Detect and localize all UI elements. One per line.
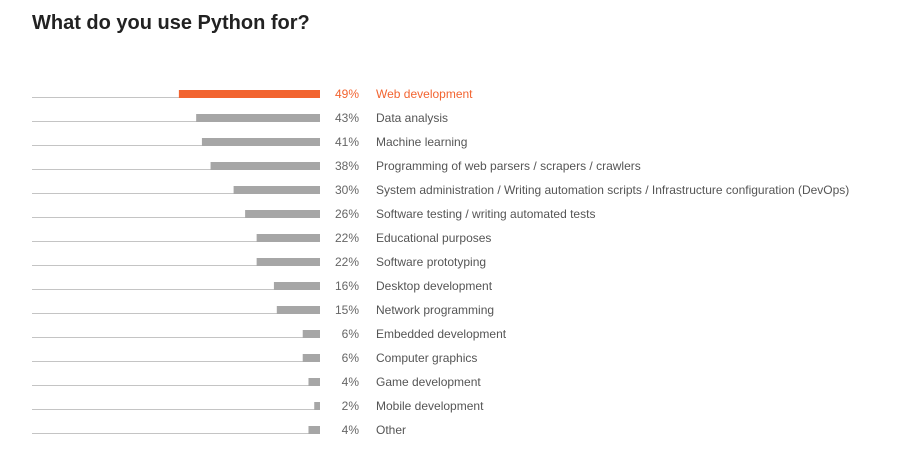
- value-label: 4%: [342, 375, 360, 389]
- bar: [273, 282, 320, 290]
- category-label: Educational purposes: [376, 231, 491, 245]
- category-label: Desktop development: [376, 279, 493, 293]
- category-label: Computer graphics: [376, 351, 477, 365]
- bar-row: 38% Programming of web parsers / scrapers…: [32, 159, 641, 173]
- category-label: Machine learning: [376, 135, 467, 149]
- value-label: 15%: [335, 303, 359, 317]
- bar-row: 22% Educational purposes: [32, 231, 491, 245]
- category-label: Game development: [376, 375, 481, 389]
- bar: [308, 378, 320, 386]
- bar-row: 4% Game development: [32, 375, 481, 389]
- bar: [233, 186, 320, 194]
- bar-row: 2% Mobile development: [32, 399, 484, 413]
- value-label: 6%: [342, 327, 360, 341]
- bar-row: 26% Software testing / writing automated …: [32, 207, 595, 221]
- category-label: Data analysis: [376, 111, 448, 125]
- bar: [276, 306, 320, 314]
- bar-row: 30% System administration / Writing autom…: [32, 183, 849, 197]
- value-label: 38%: [335, 159, 359, 173]
- value-label: 43%: [335, 111, 359, 125]
- value-label: 16%: [335, 279, 359, 293]
- bar-row: 41% Machine learning: [32, 135, 467, 149]
- bar-row: 22% Software prototyping: [32, 255, 486, 269]
- value-label: 41%: [335, 135, 359, 149]
- category-label: Programming of web parsers / scrapers / …: [376, 159, 641, 173]
- category-label: Network programming: [376, 303, 494, 317]
- bar: [201, 138, 320, 146]
- value-label: 26%: [335, 207, 359, 221]
- bar: [302, 330, 320, 338]
- bar: [308, 426, 320, 434]
- chart-title: What do you use Python for?: [32, 12, 310, 34]
- category-label: Embedded development: [376, 327, 507, 341]
- category-label: Mobile development: [376, 399, 484, 413]
- value-label: 2%: [342, 399, 360, 413]
- category-label: Other: [376, 423, 406, 437]
- bar: [196, 114, 320, 122]
- category-label: Software testing / writing automated tes…: [376, 207, 595, 221]
- bar: [302, 354, 320, 362]
- bar: [210, 162, 320, 170]
- bar-row: 6% Computer graphics: [32, 351, 477, 365]
- bar: [178, 90, 320, 98]
- bar-row: 4% Other: [32, 423, 406, 437]
- bar-row: 49% Web development: [32, 87, 473, 101]
- value-label: 6%: [342, 351, 360, 365]
- bar-row: 16% Desktop development: [32, 279, 493, 293]
- bar: [314, 402, 320, 410]
- bar: [245, 210, 320, 218]
- value-label: 22%: [335, 255, 359, 269]
- bar: [256, 258, 320, 266]
- bar-row: 43% Data analysis: [32, 111, 448, 125]
- category-label: Web development: [376, 87, 473, 101]
- value-label: 4%: [342, 423, 360, 437]
- category-label: System administration / Writing automati…: [376, 183, 849, 197]
- bar-row: 15% Network programming: [32, 303, 494, 317]
- category-label: Software prototyping: [376, 255, 486, 269]
- value-label: 49%: [335, 87, 359, 101]
- value-label: 22%: [335, 231, 359, 245]
- value-label: 30%: [335, 183, 359, 197]
- bar: [256, 234, 320, 242]
- bar-row: 6% Embedded development: [32, 327, 507, 341]
